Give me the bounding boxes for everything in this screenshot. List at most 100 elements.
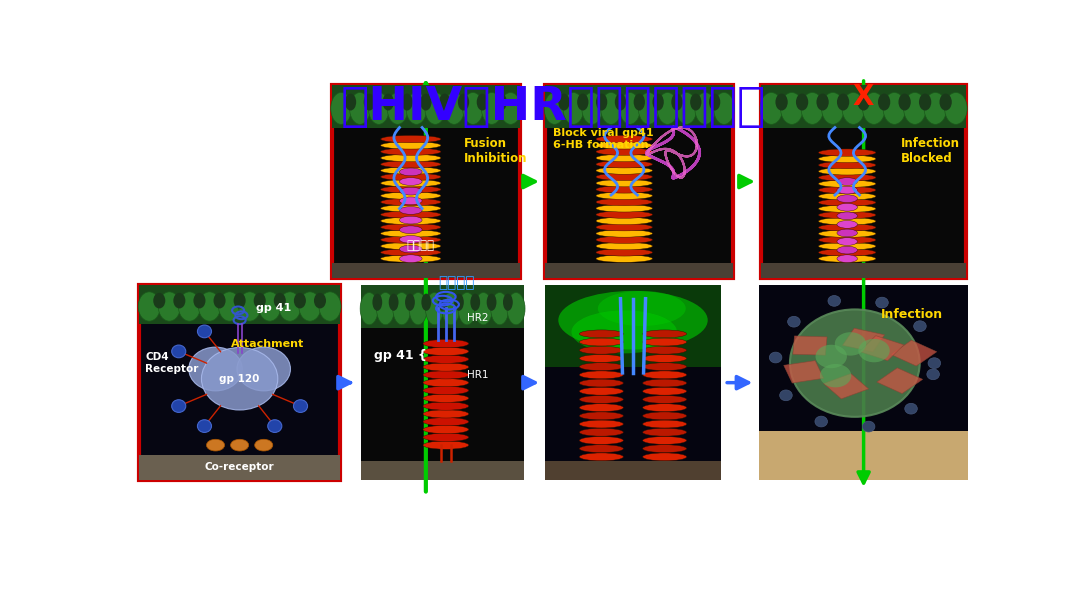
Ellipse shape (380, 224, 441, 231)
FancyBboxPatch shape (761, 85, 967, 128)
Ellipse shape (904, 92, 927, 124)
Ellipse shape (380, 148, 441, 155)
Ellipse shape (255, 439, 273, 451)
Ellipse shape (819, 224, 876, 231)
Ellipse shape (789, 309, 920, 417)
Ellipse shape (299, 292, 321, 321)
Text: Infection: Infection (880, 308, 943, 321)
Ellipse shape (189, 347, 242, 391)
Ellipse shape (914, 321, 927, 332)
Ellipse shape (330, 92, 351, 124)
Ellipse shape (801, 92, 824, 124)
Ellipse shape (364, 93, 375, 111)
Ellipse shape (819, 218, 876, 225)
Ellipse shape (558, 93, 569, 111)
FancyBboxPatch shape (545, 461, 721, 480)
Ellipse shape (577, 93, 589, 111)
Ellipse shape (423, 433, 469, 441)
Ellipse shape (837, 255, 858, 263)
Ellipse shape (360, 293, 378, 325)
Ellipse shape (231, 439, 248, 451)
Ellipse shape (314, 293, 326, 309)
Ellipse shape (596, 199, 652, 206)
Ellipse shape (769, 352, 782, 363)
Ellipse shape (837, 195, 858, 202)
Ellipse shape (423, 425, 469, 434)
Ellipse shape (579, 330, 623, 338)
Ellipse shape (819, 192, 876, 200)
Ellipse shape (423, 410, 469, 418)
Ellipse shape (899, 93, 910, 111)
Ellipse shape (643, 404, 687, 412)
Ellipse shape (350, 92, 370, 124)
Ellipse shape (878, 93, 890, 111)
Ellipse shape (837, 212, 858, 220)
Ellipse shape (796, 93, 808, 111)
Ellipse shape (579, 453, 623, 461)
Ellipse shape (420, 93, 432, 111)
Ellipse shape (268, 420, 282, 433)
FancyBboxPatch shape (361, 461, 524, 480)
Ellipse shape (380, 192, 441, 199)
Ellipse shape (596, 173, 652, 180)
Ellipse shape (579, 395, 623, 403)
Ellipse shape (382, 93, 394, 111)
Ellipse shape (596, 211, 652, 218)
Ellipse shape (815, 416, 827, 427)
Ellipse shape (816, 93, 828, 111)
Ellipse shape (482, 92, 502, 124)
Ellipse shape (500, 92, 521, 124)
Ellipse shape (596, 192, 652, 199)
Ellipse shape (596, 230, 652, 237)
Ellipse shape (927, 369, 940, 379)
Ellipse shape (380, 167, 441, 174)
Ellipse shape (400, 207, 422, 214)
Ellipse shape (819, 199, 876, 206)
Ellipse shape (819, 155, 876, 163)
FancyBboxPatch shape (545, 263, 733, 278)
Ellipse shape (579, 404, 623, 412)
Ellipse shape (837, 93, 849, 111)
Ellipse shape (634, 93, 645, 111)
Ellipse shape (643, 346, 687, 354)
Ellipse shape (837, 246, 858, 254)
Ellipse shape (409, 293, 427, 325)
Ellipse shape (400, 197, 422, 205)
Ellipse shape (380, 161, 441, 168)
FancyBboxPatch shape (361, 285, 524, 328)
Ellipse shape (400, 255, 422, 263)
Ellipse shape (259, 292, 281, 321)
Ellipse shape (924, 92, 947, 124)
Ellipse shape (643, 354, 687, 362)
Ellipse shape (400, 235, 422, 243)
Ellipse shape (643, 371, 687, 379)
Ellipse shape (380, 249, 441, 256)
Ellipse shape (496, 93, 507, 111)
Ellipse shape (837, 178, 858, 185)
Ellipse shape (159, 292, 180, 321)
Ellipse shape (819, 205, 876, 213)
Ellipse shape (423, 355, 469, 364)
Ellipse shape (658, 92, 678, 124)
Ellipse shape (437, 294, 447, 311)
Ellipse shape (596, 249, 652, 256)
Ellipse shape (819, 249, 876, 256)
Ellipse shape (423, 379, 469, 387)
Ellipse shape (596, 161, 652, 168)
Ellipse shape (153, 293, 165, 309)
Text: 抗HIV的HR多肽的作用机制: 抗HIV的HR多肽的作用机制 (341, 85, 766, 130)
Ellipse shape (423, 371, 469, 379)
Ellipse shape (837, 203, 858, 211)
Ellipse shape (837, 221, 858, 229)
Text: gp 120: gp 120 (219, 374, 260, 384)
Ellipse shape (138, 292, 160, 321)
Ellipse shape (579, 338, 623, 346)
Ellipse shape (690, 93, 701, 111)
Ellipse shape (380, 180, 441, 187)
FancyBboxPatch shape (139, 285, 340, 324)
Ellipse shape (579, 371, 623, 379)
Ellipse shape (373, 294, 382, 311)
Ellipse shape (837, 186, 858, 194)
Text: Co-receptor: Co-receptor (205, 461, 274, 472)
Ellipse shape (503, 294, 513, 311)
